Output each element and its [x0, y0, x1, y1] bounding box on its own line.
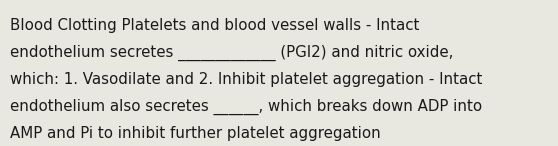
Text: which: 1. Vasodilate and 2. Inhibit platelet aggregation - Intact: which: 1. Vasodilate and 2. Inhibit plat…	[10, 72, 483, 87]
Text: endothelium secretes _____________ (PGI2) and nitric oxide,: endothelium secretes _____________ (PGI2…	[10, 45, 454, 61]
Text: endothelium also secretes ______, which breaks down ADP into: endothelium also secretes ______, which …	[10, 99, 482, 115]
Text: Blood Clotting Platelets and blood vessel walls - Intact: Blood Clotting Platelets and blood vesse…	[10, 18, 420, 33]
Text: AMP and Pi to inhibit further platelet aggregation: AMP and Pi to inhibit further platelet a…	[10, 126, 381, 141]
